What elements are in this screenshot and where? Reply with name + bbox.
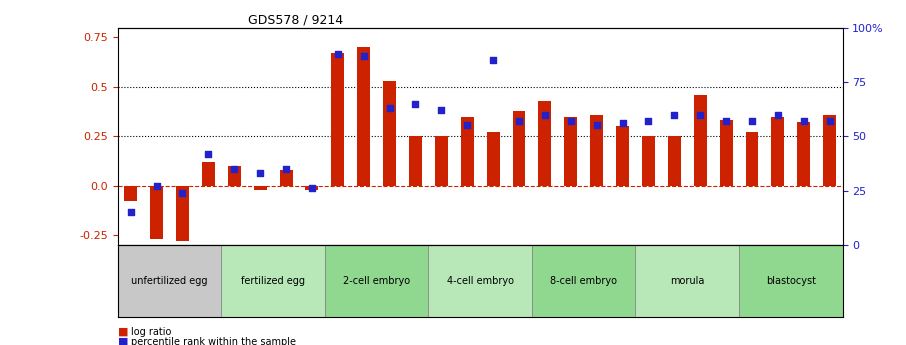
Bar (771, 117, 785, 186)
Point (667, 112, 681, 117)
Point (279, 166, 294, 171)
Point (718, 118, 733, 124)
Point (460, 122, 475, 128)
Bar (409, 136, 422, 186)
Bar (254, 186, 266, 190)
Bar (513, 111, 525, 186)
Bar (739, 245, 843, 317)
Bar (719, 120, 733, 186)
Point (434, 107, 448, 113)
Bar (668, 136, 680, 186)
Text: 8-cell embryo: 8-cell embryo (550, 276, 617, 286)
Point (123, 210, 138, 215)
Point (641, 118, 656, 124)
Bar (280, 170, 293, 186)
Bar (616, 126, 629, 186)
Bar (176, 186, 189, 241)
Bar (383, 81, 396, 186)
Bar (746, 132, 758, 186)
Point (537, 112, 552, 117)
Text: unfertilized egg: unfertilized egg (131, 276, 207, 286)
Bar (642, 136, 655, 186)
Point (823, 118, 837, 124)
Bar (429, 245, 532, 317)
Bar (118, 245, 221, 317)
Bar (150, 186, 163, 239)
Bar (305, 186, 318, 190)
Point (175, 190, 189, 196)
Point (356, 53, 371, 59)
Text: fertilized egg: fertilized egg (241, 276, 305, 286)
Point (382, 105, 397, 111)
Text: percentile rank within the sample: percentile rank within the sample (131, 337, 296, 345)
Text: blastocyst: blastocyst (766, 276, 815, 286)
Text: ■: ■ (118, 337, 129, 345)
Text: log ratio: log ratio (131, 327, 172, 337)
Point (615, 120, 630, 126)
Bar (532, 245, 635, 317)
Point (409, 101, 423, 106)
Point (796, 118, 811, 124)
Text: 4-cell embryo: 4-cell embryo (447, 276, 514, 286)
Point (331, 51, 345, 57)
Bar (824, 115, 836, 186)
Text: morula: morula (670, 276, 705, 286)
Bar (124, 186, 137, 201)
Bar (332, 53, 344, 186)
Point (693, 112, 708, 117)
Bar (797, 122, 810, 186)
Bar (564, 117, 577, 186)
Point (486, 57, 500, 63)
Bar (221, 245, 325, 317)
Bar (461, 117, 474, 186)
Text: 2-cell embryo: 2-cell embryo (343, 276, 410, 286)
Point (590, 122, 604, 128)
Bar (538, 101, 552, 186)
Point (771, 112, 786, 117)
Point (564, 118, 578, 124)
Text: GDS578 / 9214: GDS578 / 9214 (248, 13, 343, 27)
Point (227, 166, 242, 171)
Point (304, 186, 319, 191)
Bar (635, 245, 739, 317)
Point (512, 118, 526, 124)
Point (201, 151, 216, 156)
Point (253, 170, 267, 176)
Point (745, 118, 759, 124)
Bar (357, 47, 371, 186)
Bar (325, 245, 429, 317)
Point (149, 184, 164, 189)
Bar (694, 95, 707, 186)
Bar (487, 132, 499, 186)
Bar (227, 166, 241, 186)
Text: ■: ■ (118, 327, 129, 337)
Bar (435, 136, 448, 186)
Bar (590, 115, 603, 186)
Bar (202, 162, 215, 186)
